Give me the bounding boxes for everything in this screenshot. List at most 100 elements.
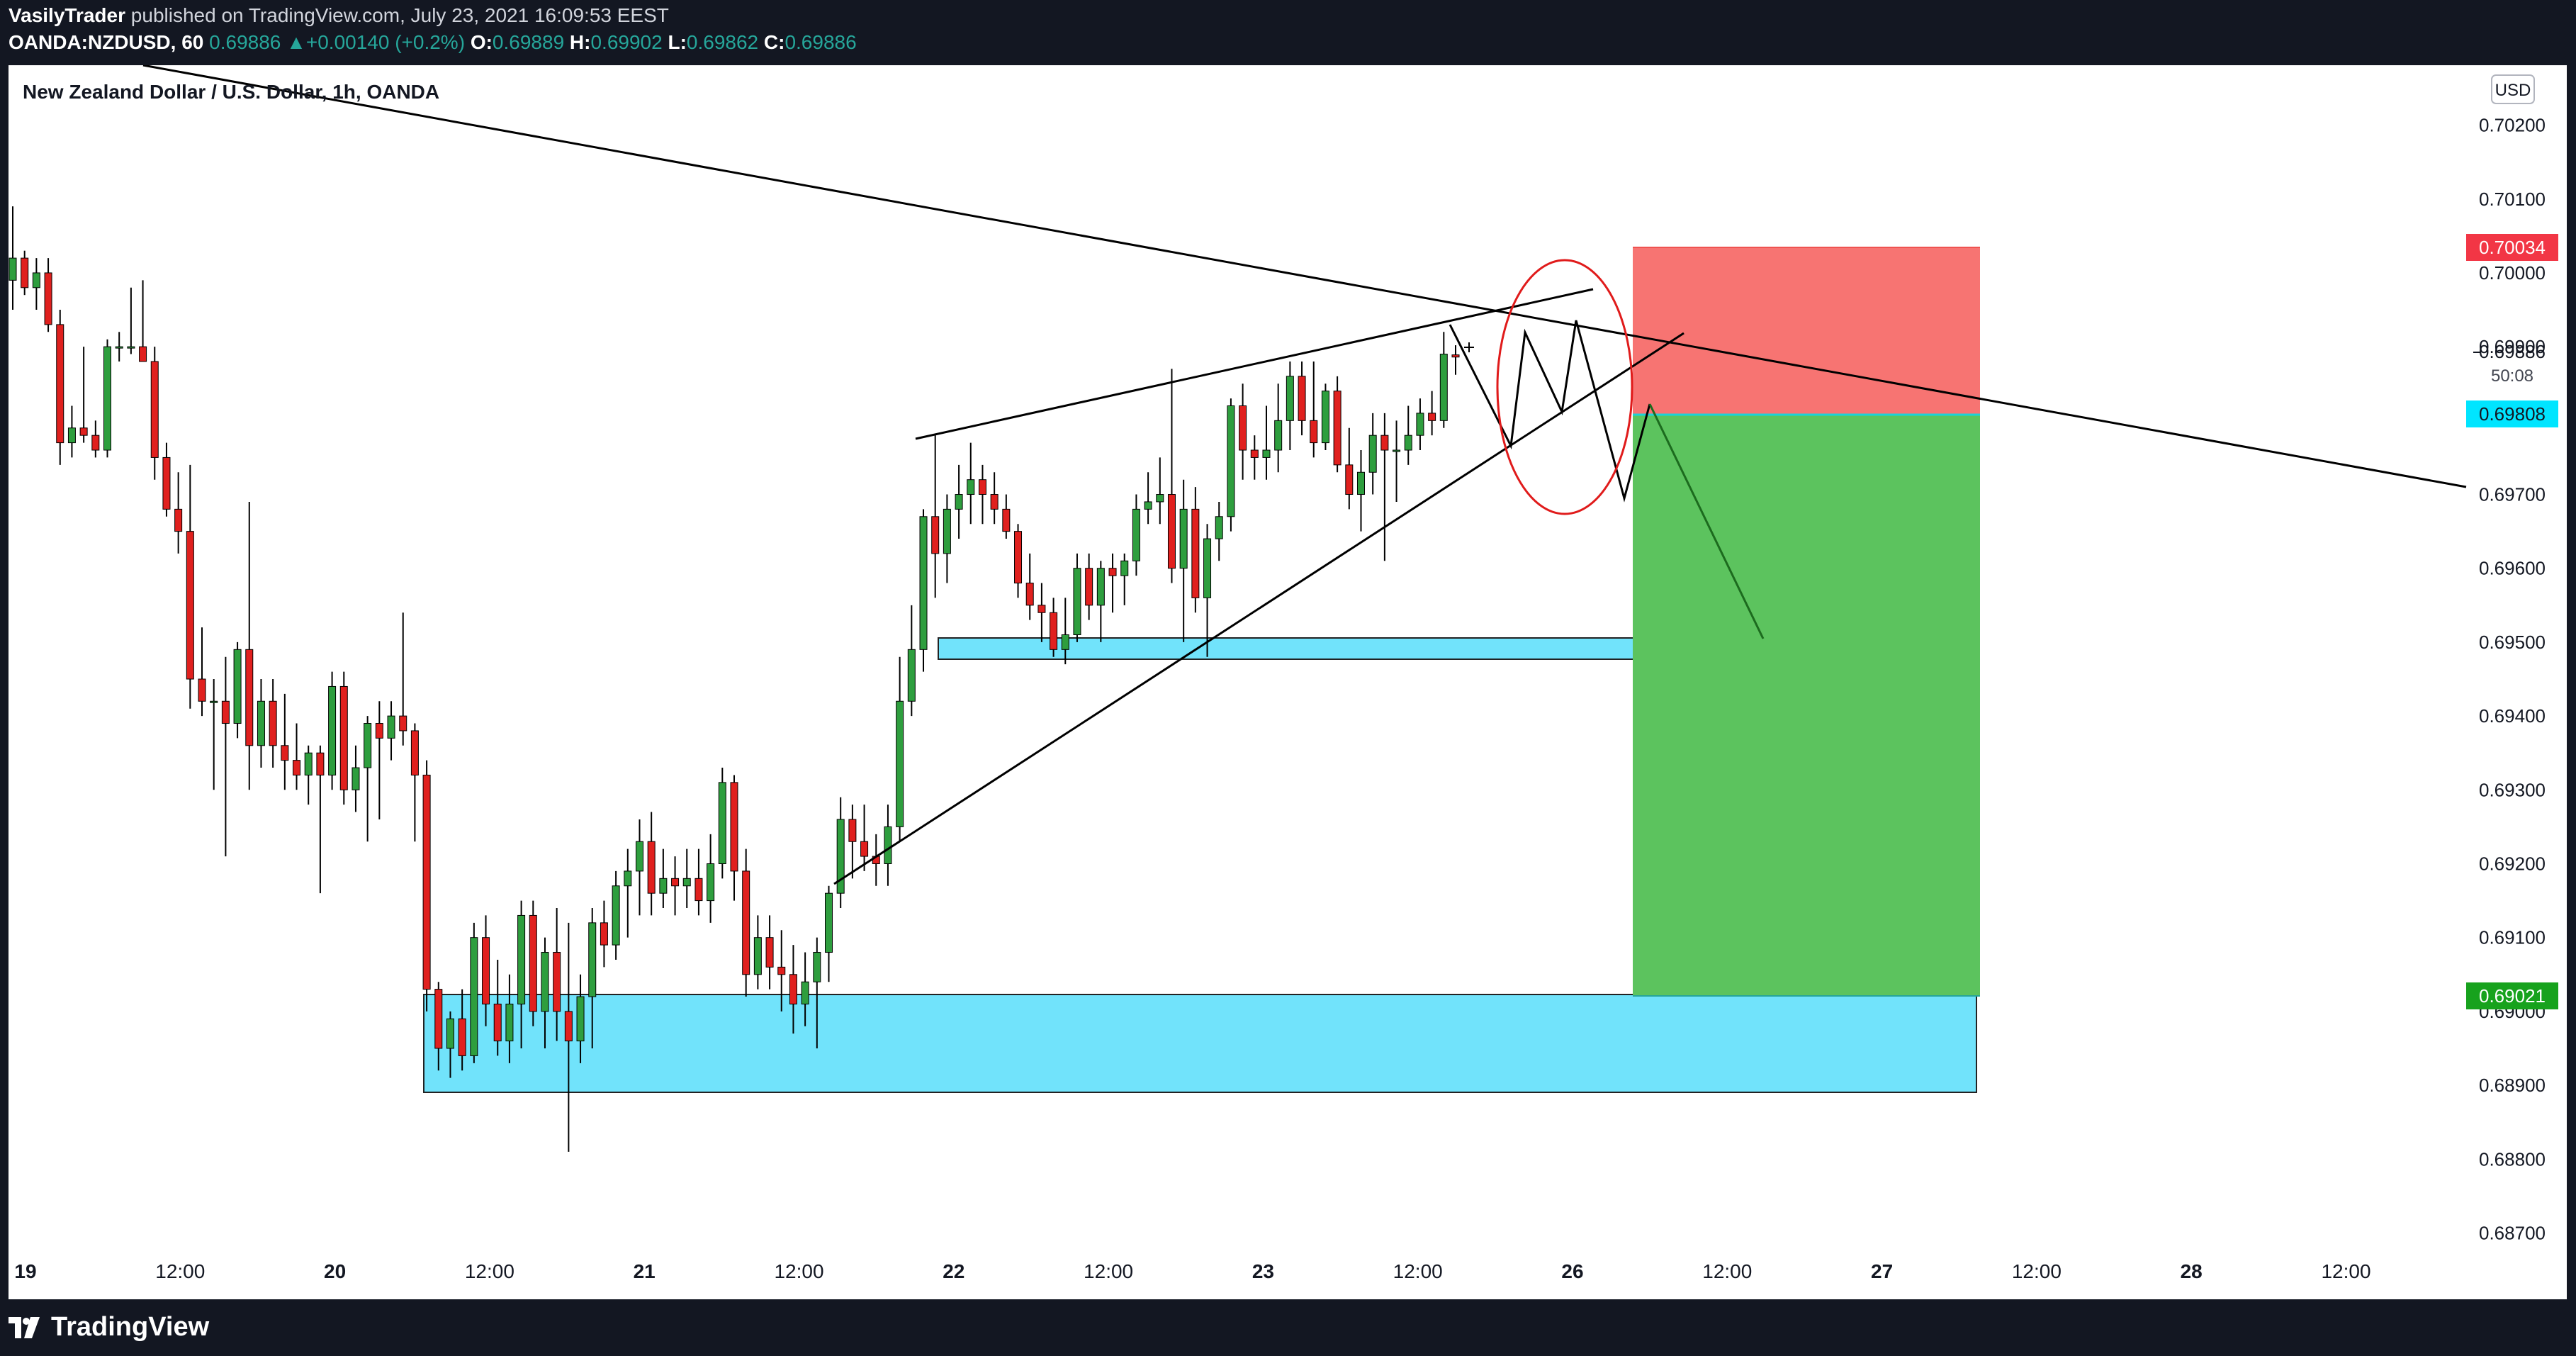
- target-price-bg: [2466, 982, 2558, 1009]
- price-tick-label: 0.69400: [2479, 705, 2546, 727]
- candle-body: [9, 257, 17, 281]
- take-profit-zone: [1633, 415, 1980, 996]
- up-triangle-icon: ▲: [286, 31, 306, 53]
- price-axis[interactable]: 0.702000.701000.700000.699000.698000.697…: [2479, 115, 2546, 1244]
- ohlc-line: OANDA:NZDUSD, 60 0.69886 ▲+0.00140 (+0.2…: [9, 31, 857, 54]
- candle-body: [257, 700, 265, 746]
- candle-body: [635, 841, 643, 872]
- candle-body: [174, 508, 183, 532]
- candle-body: [1262, 449, 1271, 458]
- candle-body: [150, 361, 159, 458]
- time-tick-label: 12:00: [1702, 1260, 1752, 1282]
- candle-body: [44, 272, 52, 325]
- current-price-label: 0.69886: [2479, 341, 2546, 362]
- projected-path-green: [1648, 403, 1765, 639]
- candle-body: [1321, 391, 1329, 444]
- price-tick-label: 0.69100: [2479, 927, 2546, 948]
- candle-body: [801, 981, 809, 1004]
- candle-body: [304, 752, 313, 775]
- candle-body: [1451, 354, 1460, 358]
- price-tick-label: 0.69700: [2479, 484, 2546, 505]
- time-tick-label: 21: [634, 1260, 656, 1282]
- chart-svg[interactable]: New Zealand Dollar / U.S. Dollar, 1h, OA…: [9, 64, 2567, 1299]
- currency-button[interactable]: USD: [2491, 74, 2535, 104]
- candle-body: [1085, 568, 1093, 606]
- candle-body: [884, 826, 892, 864]
- candle-body: [198, 678, 206, 702]
- candle-body: [505, 1003, 514, 1042]
- candle-body: [186, 531, 194, 680]
- countdown-label: 50:08: [2491, 366, 2533, 386]
- chart-area[interactable]: New Zealand Dollar / U.S. Dollar, 1h, OA…: [9, 64, 2567, 1299]
- time-tick-label: 19: [14, 1260, 36, 1282]
- candle-body: [1368, 435, 1377, 473]
- candle-body: [1120, 560, 1129, 576]
- candle-body: [21, 257, 29, 288]
- candle-body: [848, 819, 857, 842]
- projected-path-black: [1449, 320, 1651, 503]
- candle-body: [765, 937, 774, 968]
- time-tick-label: 27: [1871, 1260, 1893, 1282]
- candle-body: [470, 937, 478, 1056]
- candle-body: [943, 508, 951, 554]
- candle-body: [860, 841, 869, 857]
- candle-body: [446, 1018, 454, 1049]
- time-axis[interactable]: 19 12:00 20 12:00 21 12:00 22 12:00 23 12:00 26 12:…: [14, 1260, 2370, 1282]
- time-tick-label: 22: [943, 1260, 964, 1282]
- candle-body: [990, 494, 999, 510]
- time-tick-label: 12:00: [1393, 1260, 1443, 1282]
- price-tick-label: 0.70100: [2479, 189, 2546, 210]
- candle-body: [422, 774, 431, 990]
- candle-body: [789, 974, 797, 1004]
- close-value: 0.69886: [784, 31, 857, 53]
- candle-body: [281, 745, 289, 761]
- candle-body: [1050, 612, 1058, 650]
- candle-body: [339, 685, 348, 790]
- currency-label[interactable]: USD: [2495, 81, 2531, 100]
- high-label: H:: [569, 31, 591, 53]
- candle-body: [682, 878, 691, 887]
- price-tick-label: 0.68900: [2479, 1075, 2546, 1096]
- stop-price-label: 0.70034: [2479, 237, 2546, 258]
- candle-body: [1286, 376, 1294, 421]
- candle-body: [351, 767, 360, 790]
- open-value: 0.69889: [492, 31, 565, 53]
- tradingview-logo[interactable]: TradingView: [9, 1312, 209, 1343]
- close-label: C:: [763, 31, 785, 53]
- candle-body: [1156, 494, 1164, 503]
- brand-name[interactable]: TradingView: [51, 1312, 210, 1342]
- candle-body: [91, 435, 100, 451]
- author-name[interactable]: VasilyTrader: [9, 4, 126, 26]
- entry-price-label: 0.69808: [2479, 403, 2546, 425]
- candle-body: [1393, 449, 1401, 452]
- candle-body: [1215, 516, 1223, 539]
- candle-body: [576, 996, 585, 1042]
- candle-body: [1191, 508, 1200, 598]
- candle-body: [529, 914, 537, 1012]
- candle-body: [1227, 405, 1235, 517]
- candle-body: [730, 782, 738, 872]
- candle-body: [931, 516, 940, 554]
- candle-body: [328, 685, 337, 775]
- price-tick-label: 0.68800: [2479, 1148, 2546, 1170]
- candle-body: [434, 989, 443, 1049]
- symbol-label: OANDA:NZDUSD, 60: [9, 31, 204, 53]
- candle-body: [1061, 634, 1069, 650]
- candle-body: [647, 841, 656, 894]
- candle-body: [1298, 376, 1306, 421]
- candle-body: [836, 819, 845, 894]
- candle-body: [553, 952, 561, 1012]
- candle-body: [32, 272, 40, 288]
- low-label: L:: [668, 31, 687, 53]
- demand-zone-lower: [423, 994, 1977, 1093]
- candle-body: [1356, 471, 1365, 495]
- stop-price-bg: [2466, 234, 2558, 261]
- price-tick-label: 0.70000: [2479, 262, 2546, 284]
- candle-body: [1333, 391, 1342, 466]
- cursor-cross-icon: [1464, 342, 1474, 352]
- price-tick-label: 0.69300: [2479, 779, 2546, 800]
- candle-body: [1002, 508, 1011, 532]
- published-text: published on TradingView.com, July 23, 2…: [130, 4, 669, 26]
- time-tick-label: 12:00: [2012, 1260, 2062, 1282]
- candle-body: [896, 700, 904, 827]
